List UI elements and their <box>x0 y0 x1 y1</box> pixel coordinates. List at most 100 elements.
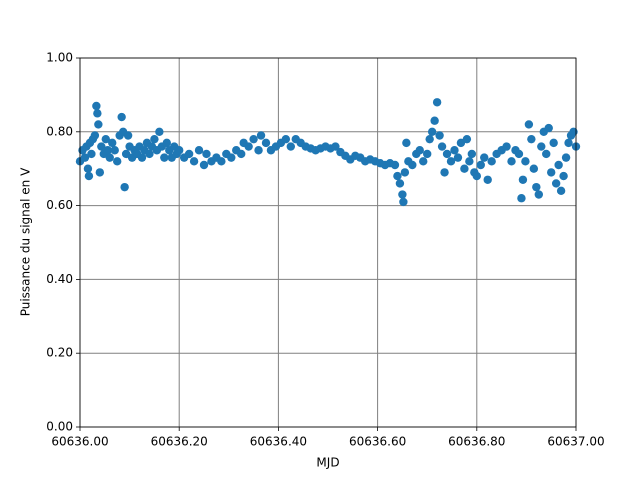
data-point <box>244 142 253 151</box>
data-point <box>427 127 437 136</box>
data-point <box>113 157 122 166</box>
data-point <box>400 168 410 177</box>
data-point <box>435 131 444 140</box>
x-tick-label: 60636.40 <box>250 435 307 449</box>
data-point <box>160 153 169 162</box>
data-point <box>120 182 129 192</box>
data-point <box>476 160 485 170</box>
y-axis-label: Puissance du signal en V <box>19 167 33 316</box>
data-point <box>217 157 226 166</box>
data-point <box>487 157 496 166</box>
data-point <box>521 157 530 166</box>
data-point <box>199 160 209 170</box>
data-point <box>162 138 171 148</box>
data-point <box>90 131 100 140</box>
data-point <box>517 194 526 203</box>
data-point <box>189 157 199 166</box>
data-point <box>518 175 528 184</box>
data-point <box>544 123 553 133</box>
data-point <box>549 138 558 148</box>
data-point <box>432 98 442 107</box>
data-point <box>446 157 456 166</box>
data-point <box>442 149 452 159</box>
data-point <box>408 160 417 170</box>
data-point <box>286 142 295 151</box>
data-point <box>425 134 434 144</box>
data-point <box>472 171 481 181</box>
y-tick-label: 0.20 <box>46 346 73 360</box>
data-point <box>281 134 291 144</box>
data-point <box>261 138 271 148</box>
data-point <box>393 171 402 181</box>
data-point <box>514 149 524 159</box>
data-point <box>440 168 449 177</box>
data-point <box>554 160 563 170</box>
data-point <box>437 142 447 151</box>
data-point <box>483 175 492 184</box>
data-point <box>87 149 96 159</box>
x-tick-label: 60636.20 <box>151 435 208 449</box>
data-point <box>415 146 424 155</box>
data-point <box>390 160 400 170</box>
y-tick-label: 0.00 <box>46 420 73 434</box>
data-point <box>542 149 551 159</box>
data-point <box>462 134 472 144</box>
data-point <box>155 127 164 136</box>
data-point <box>145 149 154 159</box>
data-point <box>534 190 543 199</box>
plot-frame <box>79 57 577 428</box>
data-point <box>108 138 117 148</box>
data-point <box>467 149 477 159</box>
data-point <box>117 112 126 122</box>
data-point <box>480 153 489 162</box>
data-point <box>105 153 114 162</box>
data-point <box>101 134 110 144</box>
data-point <box>532 182 541 192</box>
data-point <box>92 101 101 111</box>
data-point <box>529 164 539 173</box>
data-point <box>527 134 536 144</box>
data-point <box>103 146 112 155</box>
data-point <box>524 120 534 129</box>
data-point <box>227 153 236 162</box>
data-point <box>249 134 258 144</box>
data-point <box>395 179 405 188</box>
data-point <box>402 138 411 148</box>
data-point <box>537 142 546 151</box>
data-point <box>97 142 106 151</box>
data-point <box>95 168 105 177</box>
data-point <box>184 149 194 159</box>
data-point <box>419 157 428 166</box>
data-point <box>256 131 266 140</box>
x-tick-label: 60636.80 <box>448 435 505 449</box>
data-point <box>399 197 408 207</box>
data-point <box>94 120 103 129</box>
data-point <box>453 153 463 162</box>
data-point <box>83 164 93 173</box>
y-tick-label: 0.80 <box>46 124 73 138</box>
data-point <box>150 134 159 144</box>
data-point <box>423 149 432 159</box>
data-point <box>398 190 407 199</box>
data-point <box>430 116 439 125</box>
data-point <box>547 168 556 177</box>
x-tick-label: 60636.60 <box>349 435 406 449</box>
data-point <box>450 146 459 155</box>
data-point <box>331 142 340 151</box>
data-point <box>556 186 566 196</box>
x-axis-label: MJD <box>316 456 339 470</box>
data-point <box>254 146 263 155</box>
data-point <box>80 153 90 162</box>
data-point <box>137 153 147 162</box>
data-point <box>465 157 474 166</box>
data-point <box>175 146 184 155</box>
data-point <box>564 138 573 148</box>
data-point <box>237 149 246 159</box>
data-point <box>110 146 119 155</box>
data-point <box>559 171 568 181</box>
data-point <box>202 149 211 159</box>
data-point <box>569 127 578 136</box>
data-point <box>194 146 204 155</box>
